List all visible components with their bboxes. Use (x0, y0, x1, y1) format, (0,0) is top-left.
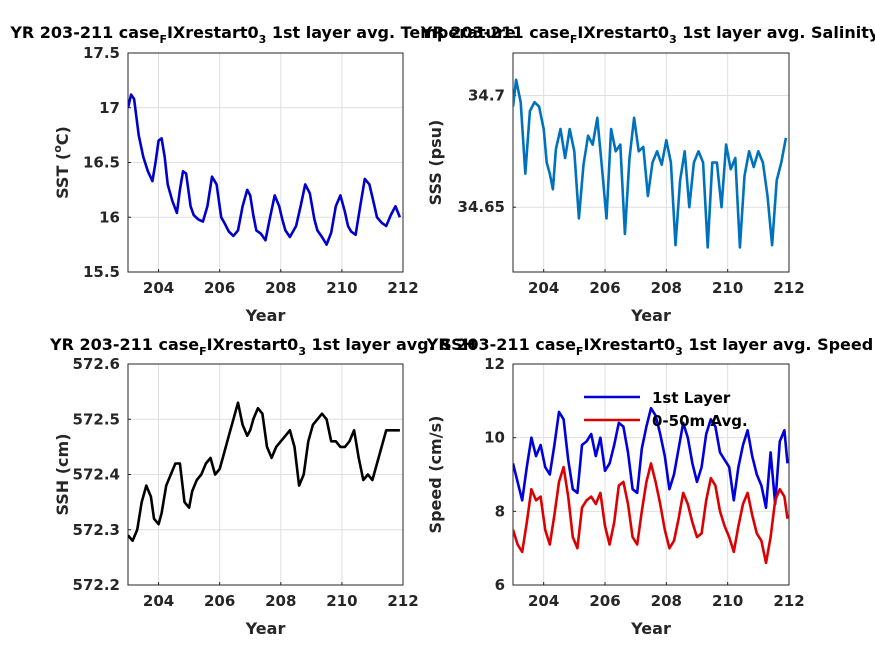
chart-panel-1: 204 206 208 210 212 15.5 16 16.5 17 17.5 Year SST (… (9, 23, 516, 325)
y-tick-label: 572.6 (73, 355, 120, 373)
x-tick-label: 206 (589, 279, 620, 297)
y-tick-label: 16.5 (83, 154, 120, 172)
x-tick-label: 208 (651, 592, 682, 610)
x-tick-label: 212 (387, 592, 418, 610)
y-tick-label: 17 (99, 99, 120, 117)
x-tick-label: 208 (651, 279, 682, 297)
chart-title: YR 203-211 caseFIXrestart03 1st layer av… (426, 335, 873, 358)
chart-panel-3: 204 206 208 210 212 572.2 572.3 572.4 572.5 572.6… (49, 335, 476, 638)
legend-label: 0-50m Avg. (652, 412, 748, 430)
x-tick-label: 204 (143, 592, 174, 610)
y-axis-label: SST (oC) (51, 126, 72, 199)
x-axis-label: Year (630, 306, 671, 325)
x-tick-label: 210 (326, 279, 357, 297)
series-line-1st-layer (513, 406, 789, 510)
series-line-1 (128, 93, 402, 246)
x-tick-label: 210 (326, 592, 357, 610)
x-tick-label: 210 (712, 592, 743, 610)
x-tick-label: 204 (528, 592, 559, 610)
plot-frame (127, 52, 404, 273)
x-tick-label: 204 (143, 279, 174, 297)
series-line-1 (128, 401, 400, 543)
y-tick-label: 572.4 (73, 466, 120, 484)
y-axis-label: SSH (cm) (53, 433, 72, 515)
y-tick-label: 8 (495, 502, 505, 520)
chart-panel-2: 204 206 208 210 212 34.65 34.7 Year SSS (psu) YR … (420, 23, 875, 325)
plot-area (512, 52, 790, 273)
y-tick-label: 572.3 (73, 521, 120, 539)
y-tick-label: 34.7 (468, 86, 505, 104)
x-tick-label: 208 (265, 592, 296, 610)
x-axis-label: Year (245, 619, 286, 638)
plot-frame (512, 363, 790, 586)
series-line-0-50m-avg- (513, 462, 789, 565)
y-tick-label: 6 (495, 576, 505, 594)
x-axis-label: Year (630, 619, 671, 638)
x-tick-label: 204 (528, 279, 559, 297)
y-axis-label: Speed (cm/s) (426, 416, 445, 534)
y-tick-label: 572.2 (73, 576, 120, 594)
x-tick-label: 212 (387, 279, 418, 297)
plot-frame (512, 52, 790, 273)
y-tick-label: 34.65 (458, 198, 505, 216)
y-axis-label: SSS (psu) (426, 120, 445, 206)
series-line-1 (513, 78, 788, 249)
x-tick-label: 208 (265, 279, 296, 297)
x-tick-label: 212 (773, 279, 804, 297)
y-tick-label: 10 (484, 429, 505, 447)
chart-panel-4: 204 206 208 210 212 6 8 10 12 Year Speed (cm/s) YR … (426, 335, 873, 638)
x-tick-label: 206 (204, 592, 235, 610)
x-tick-label: 206 (589, 592, 620, 610)
plot-area (512, 363, 790, 586)
y-tick-label: 17.5 (83, 44, 120, 62)
x-tick-label: 210 (712, 279, 743, 297)
y-tick-label: 15.5 (83, 263, 120, 281)
x-axis-label: Year (245, 306, 286, 325)
chart-title: YR 203-211 caseFIXrestart03 1st layer av… (49, 335, 476, 358)
x-tick-label: 212 (773, 592, 804, 610)
chart-title: YR 203-211 caseFIXrestart03 1st layer av… (420, 23, 875, 46)
legend-label: 1st Layer (652, 389, 731, 407)
y-tick-label: 16 (99, 208, 120, 226)
chart-title: YR 203-211 caseFIXrestart03 1st layer av… (9, 23, 516, 46)
legend: 1st Layer 0-50m Avg. (584, 389, 748, 430)
x-tick-label: 206 (204, 279, 235, 297)
plot-frame (127, 363, 404, 586)
y-tick-label: 572.5 (73, 410, 120, 428)
y-tick-label: 12 (484, 355, 505, 373)
